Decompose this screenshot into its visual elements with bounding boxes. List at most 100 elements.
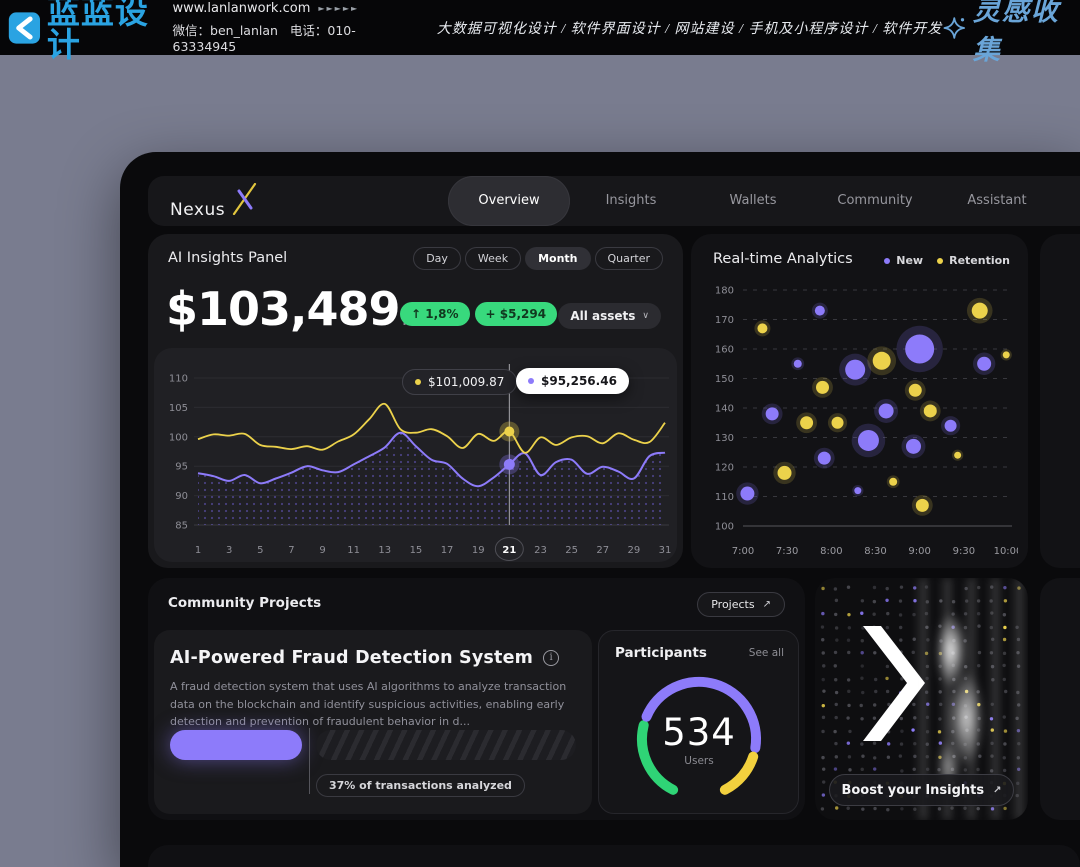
bubble-new: [845, 359, 866, 380]
svg-text:5: 5: [257, 545, 263, 556]
bubble-new: [977, 356, 992, 371]
svg-text:25: 25: [565, 545, 578, 556]
change-percent-badge: ↑ 1,8%: [400, 302, 470, 326]
svg-text:85: 85: [175, 521, 188, 532]
realtime-analytics-card: Real-time Analytics New Retention 180 170 1…: [691, 234, 1028, 568]
svg-text:95: 95: [175, 462, 188, 473]
inspiration-collect[interactable]: 灵感收集: [942, 0, 1068, 67]
svg-text:19: 19: [472, 545, 485, 556]
x-glyph-art: [863, 626, 925, 741]
bubble-retention: [872, 351, 891, 370]
tab-insights[interactable]: Insights: [605, 193, 657, 208]
lanlan-logo: 蓝蓝设计: [8, 0, 159, 61]
project-description: A fraud detection system that uses AI al…: [170, 680, 567, 729]
period-week[interactable]: Week: [464, 247, 522, 270]
svg-text:100: 100: [169, 432, 188, 443]
dashboard-frame: Nexus Overview Insights Wallets Community As…: [120, 152, 1080, 867]
banner-services: 大数据可视化设计 / 软件界面设计 / 网站建设 / 手机及小程序设计 / 软件…: [436, 21, 943, 37]
community-title: Community Projects: [168, 595, 322, 611]
svg-text:90: 90: [175, 491, 188, 502]
project-title: AI-Powered Fraud Detection System: [170, 648, 534, 668]
tab-assistant[interactable]: Assistant: [967, 193, 1027, 208]
bubble-chart[interactable]: 180 170 160 150 140 130 120 110 100 7:00 7:30 8:00 8…: [703, 276, 1018, 566]
banner-wechat: 微信：ben_lanlan: [172, 23, 278, 38]
assets-dropdown[interactable]: All assets ∨: [558, 303, 661, 329]
bubble-new: [765, 407, 779, 421]
svg-text:160: 160: [715, 345, 734, 356]
boost-insights-card[interactable]: Boost your Insights ↗: [815, 578, 1028, 820]
progress-divider: [309, 728, 310, 794]
svg-text:7:30: 7:30: [776, 546, 798, 557]
bubble-retention: [757, 323, 768, 334]
participants-count: 534: [662, 711, 736, 754]
banner-phone: 电话：010-63334945: [172, 23, 356, 54]
bubble-retention: [954, 451, 962, 459]
svg-text:105: 105: [169, 403, 188, 414]
bubble-retention: [816, 380, 829, 394]
participants-card: Participants See all 534 Users: [598, 630, 799, 814]
bubble-retention: [908, 383, 922, 397]
see-all-link[interactable]: See all: [748, 647, 784, 659]
bubble-new: [817, 451, 831, 465]
purple-dot-icon: [528, 378, 534, 384]
tooltip-secondary-value: $95,256.46: [541, 374, 617, 388]
period-month[interactable]: Month: [525, 247, 591, 270]
svg-text:130: 130: [715, 433, 734, 444]
svg-text:17: 17: [441, 545, 454, 556]
nexus-logo-text: Nexus: [170, 199, 226, 220]
info-icon[interactable]: i: [543, 650, 560, 666]
bubble-retention: [1002, 351, 1010, 359]
tab-community[interactable]: Community: [837, 193, 913, 208]
ai-insights-card: AI Insights Panel Day Week Month Quarter $1…: [148, 234, 683, 568]
tab-overview[interactable]: Overview: [448, 176, 570, 226]
participants-gauge: 534 Users: [634, 669, 764, 809]
svg-text:150: 150: [715, 374, 734, 385]
svg-text:9:30: 9:30: [953, 546, 975, 557]
svg-text:110: 110: [169, 374, 188, 385]
realtime-legend: New Retention: [884, 254, 1010, 267]
change-chips: ↑ 1,8% + $5,294: [400, 302, 558, 326]
banner-contact: www.lanlanwork.com ►►►►► 微信：ben_lanlan 电…: [173, 1, 377, 54]
progress-fill: [170, 730, 302, 760]
collect-label: 灵感收集: [972, 0, 1060, 65]
svg-text:180: 180: [715, 286, 734, 297]
svg-text:170: 170: [715, 315, 734, 326]
legend-retention: Retention: [937, 254, 1010, 267]
bubble-retention: [800, 416, 814, 430]
bubble-retention: [971, 302, 988, 319]
projects-button[interactable]: Projects ↗: [697, 592, 785, 617]
projects-button-label: Projects: [711, 598, 755, 611]
nexus-logo[interactable]: Nexus: [170, 182, 257, 220]
ai-insights-title: AI Insights Panel: [168, 250, 288, 266]
bubble-new: [793, 359, 802, 368]
svg-text:140: 140: [715, 404, 734, 415]
banner-website[interactable]: www.lanlanwork.com: [172, 1, 311, 16]
lanlan-logo-text: 蓝蓝设计: [46, 0, 149, 64]
period-day[interactable]: Day: [413, 247, 461, 270]
clipped-card-right-bottom: [1040, 578, 1080, 820]
bubble-new: [814, 305, 825, 316]
svg-text:120: 120: [715, 463, 734, 474]
tab-wallets[interactable]: Wallets: [729, 193, 777, 208]
bubble-retention: [915, 498, 929, 512]
svg-text:7:00: 7:00: [732, 546, 754, 557]
balance-main: $103,489: [166, 282, 401, 336]
nexus-x-mark-icon: [232, 182, 257, 215]
arrow-up-right-icon: ↗: [762, 599, 771, 610]
svg-text:3: 3: [226, 545, 232, 556]
clipped-card-bottom: [148, 845, 1080, 867]
legend-new: New: [884, 254, 923, 267]
svg-text:21: 21: [502, 545, 516, 556]
svg-text:9: 9: [319, 545, 325, 556]
svg-text:110: 110: [715, 492, 734, 503]
svg-text:29: 29: [627, 545, 640, 556]
svg-text:11: 11: [347, 545, 360, 556]
tooltip-primary-value: $101,009.87: [428, 375, 505, 389]
bubble-new: [740, 486, 755, 501]
fraud-detection-card[interactable]: AI-Powered Fraud Detection System i A fr…: [154, 630, 592, 814]
line-chart-panel: 110 105 100 95 90 85 1 3 5 7 9 11 13 15 17 19 21 23 25 27 29…: [154, 348, 677, 562]
boost-button-label: Boost your Insights: [841, 782, 985, 798]
period-quarter[interactable]: Quarter: [594, 247, 663, 270]
boost-insights-button[interactable]: Boost your Insights ↗: [829, 774, 1014, 806]
